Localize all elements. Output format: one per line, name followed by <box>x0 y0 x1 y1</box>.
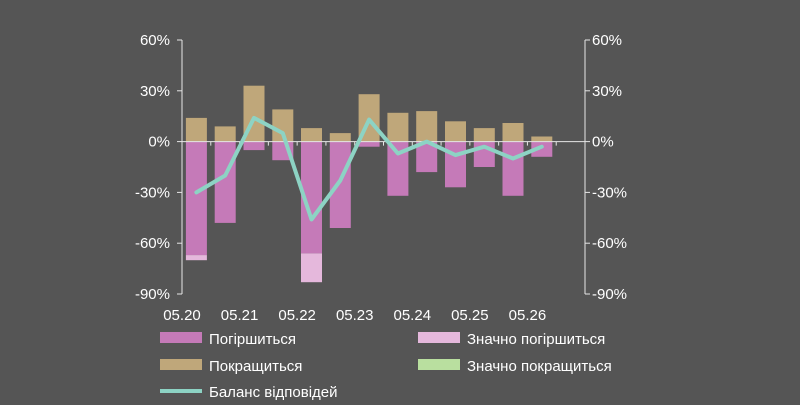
y-left-tick-label: -60% <box>135 235 170 252</box>
y-right-tick-label: 60% <box>592 32 622 49</box>
x-tick-label: 05.20 <box>163 307 201 324</box>
bar-series0-period11 <box>502 141 524 196</box>
y-left-tick-label: 0% <box>148 134 170 151</box>
bar-series2-period1 <box>214 126 236 142</box>
legend-label-1: Значно погіршиться <box>467 331 605 348</box>
x-tick-label: 05.21 <box>221 307 259 324</box>
bar-series2-period10 <box>473 128 495 142</box>
bar-series0-period0 <box>185 141 207 256</box>
y-left-tick-label: 30% <box>140 83 170 100</box>
legend-label-4: Баланс відповідей <box>209 384 338 400</box>
y-right-tick-label: -90% <box>592 286 627 303</box>
axes-layer: 60% 30% 0% -30% -60% -90% 60% 30% 0% -30% -60% -90%… <box>135 32 627 324</box>
bar-series0-period1 <box>214 141 236 223</box>
y-right-tick-label: 30% <box>592 83 622 100</box>
bar-layer <box>185 85 553 283</box>
bar-series0-period7 <box>387 141 409 196</box>
x-tick-label: 05.25 <box>451 307 489 324</box>
line-series-balance <box>194 115 544 222</box>
bar-series2-period8 <box>416 111 438 142</box>
balance-line-layer <box>194 115 544 222</box>
bar-series0-period4 <box>301 141 322 254</box>
bar-series2-period9 <box>445 121 466 142</box>
bar-series2-period12 <box>531 136 553 142</box>
bar-series2-period0 <box>185 117 207 142</box>
y-right-tick-label: -60% <box>592 235 627 252</box>
y-left-tick-label: 60% <box>140 32 170 49</box>
bar-series2-period7 <box>387 112 409 142</box>
legend-label-3: Значно покращиться <box>467 358 612 375</box>
bar-series0-period12 <box>531 141 553 157</box>
y-right-tick-label: -30% <box>592 184 627 201</box>
bar-series2-period4 <box>301 128 322 142</box>
bar-series2-period3 <box>272 109 294 142</box>
legend-swatch-3 <box>418 359 460 370</box>
y-left-tick-label: -90% <box>135 286 170 303</box>
x-tick-label: 05.23 <box>336 307 374 324</box>
bar-series1-period4 <box>301 253 322 283</box>
x-tick-label: 05.22 <box>278 307 316 324</box>
x-tick-label: 05.26 <box>509 307 547 324</box>
y-right-tick-label: 0% <box>592 134 614 151</box>
bar-series1-period0 <box>185 255 207 261</box>
bar-series0-period5 <box>329 141 351 228</box>
bar-series0-period9 <box>445 141 466 188</box>
x-tick-label: 05.24 <box>394 307 432 324</box>
legend-swatch-0 <box>160 332 202 343</box>
bar-series2-period5 <box>329 133 351 142</box>
legend-label-2: Покращиться <box>209 358 302 375</box>
bar-series2-period11 <box>502 123 524 142</box>
legend: Погіршиться Значно погіршиться Покращиться… <box>160 331 612 401</box>
legend-label-0: Погіршиться <box>209 331 296 348</box>
bar-series0-period6 <box>358 141 380 147</box>
legend-swatch-2 <box>160 359 202 370</box>
bar-series0-period2 <box>243 141 265 151</box>
bar-series0-period8 <box>416 141 438 173</box>
y-left-tick-label: -30% <box>135 184 170 201</box>
legend-swatch-1 <box>418 332 460 343</box>
